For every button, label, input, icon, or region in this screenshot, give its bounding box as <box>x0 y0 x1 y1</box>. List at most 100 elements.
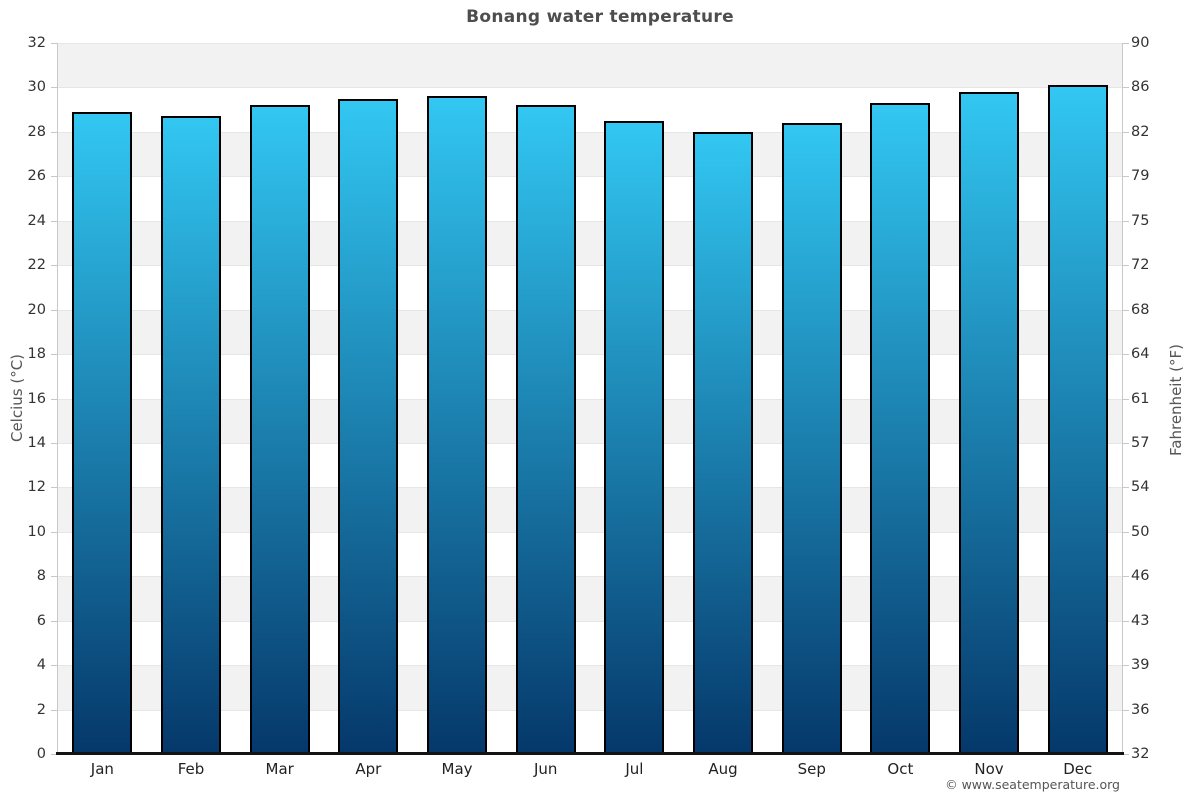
y-tick-mark-right <box>1123 620 1129 622</box>
plot-band <box>58 87 1122 132</box>
y-tick-mark-left <box>51 620 57 622</box>
plot-background-bands <box>58 43 1122 754</box>
bar-aug <box>693 131 754 754</box>
x-axis-labels: Jan Feb Mar Apr May Jun Jul Aug Sep Oct Nov Dec <box>58 760 1122 778</box>
y-axis-line-right <box>1122 43 1123 754</box>
plot-band <box>58 576 1122 621</box>
y-tick-mark-right <box>1123 309 1129 311</box>
y-tick-mark-left <box>51 131 57 133</box>
x-tick-label-jun: Jun <box>533 760 558 778</box>
x-tick-label-apr: Apr <box>355 760 382 778</box>
y-tick-mark-right <box>1123 176 1129 178</box>
bar-dec <box>1047 85 1108 754</box>
y-tick-mark-left <box>51 43 57 44</box>
y-tick-label-fahrenheit: 32 <box>1131 746 1150 762</box>
x-tick-label-jul: Jul <box>625 760 644 778</box>
y-tick-mark-left <box>51 354 57 356</box>
y-tick-label-celsius: 32 <box>27 35 46 51</box>
bar-mar <box>249 105 310 754</box>
y-tick-label-fahrenheit: 90 <box>1131 35 1150 51</box>
plot-band <box>58 398 1122 443</box>
y-tick-mark-right <box>1123 220 1129 222</box>
bar-slot-dec <box>1033 43 1122 754</box>
plot-band <box>58 354 1122 399</box>
y-tick-mark-left <box>51 309 57 311</box>
bars-group <box>58 43 1122 754</box>
y-tick-mark-left <box>51 442 57 444</box>
y-tick-label-fahrenheit: 61 <box>1131 390 1150 407</box>
bar-slot-mar <box>235 43 324 754</box>
y-tick-label-fahrenheit: 86 <box>1131 79 1150 96</box>
y-tick-mark-left <box>51 709 57 711</box>
bar-oct <box>870 103 931 754</box>
x-axis-line <box>56 752 1124 755</box>
x-tick-label-feb: Feb <box>177 760 205 778</box>
y-tick-label-celsius: 20 <box>27 301 46 318</box>
y-tick-mark-right <box>1123 576 1129 578</box>
x-tick-label-sep: Sep <box>797 760 826 778</box>
y-tick-label-fahrenheit: 57 <box>1131 434 1150 451</box>
bar-slot-jan <box>58 43 147 754</box>
y-tick-label-fahrenheit: 43 <box>1131 612 1150 629</box>
y-tick-label-celsius: 14 <box>27 434 46 451</box>
y-tick-label-celsius: 12 <box>27 479 46 496</box>
y-tick-label-fahrenheit: 68 <box>1131 301 1150 318</box>
x-tick-label-mar: Mar <box>265 760 294 778</box>
bar-slot-aug <box>679 43 768 754</box>
y-tick-mark-right <box>1123 709 1129 711</box>
x-tick-label-dec: Dec <box>1063 760 1093 778</box>
y-tick-mark-right <box>1123 87 1129 89</box>
y-tick-label-celsius: 18 <box>27 346 46 363</box>
y-tick-label-fahrenheit: 72 <box>1131 257 1150 274</box>
y-tick-label-fahrenheit: 50 <box>1131 523 1150 540</box>
y-tick-label-celsius: 30 <box>27 79 46 96</box>
y-tick-mark-right <box>1123 487 1129 489</box>
bar-slot-feb <box>147 43 236 754</box>
bar-apr <box>338 98 399 754</box>
y-tick-label-celsius: 10 <box>27 523 46 540</box>
y-tick-label-celsius: 6 <box>36 612 46 629</box>
bar-slot-jul <box>590 43 679 754</box>
x-tick-label-jan: Jan <box>90 760 114 778</box>
x-tick-label-may: May <box>441 760 473 778</box>
plot-band <box>58 265 1122 310</box>
y-tick-mark-right <box>1123 442 1129 444</box>
y-tick-mark-left <box>51 220 57 222</box>
plot-band <box>58 43 1122 88</box>
y-tick-mark-left <box>51 531 57 533</box>
chart-title: Bonang water temperature <box>466 7 734 27</box>
bar-feb <box>161 116 221 754</box>
y-tick-label-fahrenheit: 46 <box>1131 568 1150 585</box>
y-tick-label-fahrenheit: 54 <box>1131 479 1150 496</box>
plot-band <box>58 665 1122 710</box>
bar-may <box>427 96 488 754</box>
y-tick-mark-left <box>51 665 57 667</box>
y-tick-mark-left <box>51 176 57 178</box>
plot-area <box>58 43 1122 754</box>
x-tick-label-oct: Oct <box>887 760 914 778</box>
bar-jul <box>604 120 665 754</box>
y-tick-label-celsius: 0 <box>36 746 46 762</box>
bar-slot-apr <box>324 43 413 754</box>
y-tick-label-fahrenheit: 64 <box>1131 346 1150 363</box>
y-tick-mark-left <box>51 398 57 400</box>
plot-band <box>58 309 1122 355</box>
y-tick-label-celsius: 2 <box>36 701 46 718</box>
plot-band <box>58 709 1122 754</box>
y-tick-label-celsius: 4 <box>36 657 46 674</box>
plot-band <box>58 442 1122 488</box>
bar-slot-jun <box>501 43 590 754</box>
y-axis-line-left <box>57 43 58 754</box>
y-tick-label-fahrenheit: 79 <box>1131 168 1150 185</box>
y-tick-mark-right <box>1123 354 1129 356</box>
y-tick-label-fahrenheit: 36 <box>1131 701 1150 718</box>
y-tick-mark-right <box>1123 131 1129 133</box>
y-tick-label-celsius: 16 <box>27 390 46 407</box>
y-tick-mark-right <box>1123 398 1129 400</box>
y-tick-mark-left <box>51 576 57 578</box>
y-tick-mark-left <box>51 87 57 89</box>
bar-sep <box>781 123 842 754</box>
x-tick-label-aug: Aug <box>708 760 738 778</box>
plot-band <box>58 531 1122 577</box>
plot-band <box>58 487 1122 532</box>
